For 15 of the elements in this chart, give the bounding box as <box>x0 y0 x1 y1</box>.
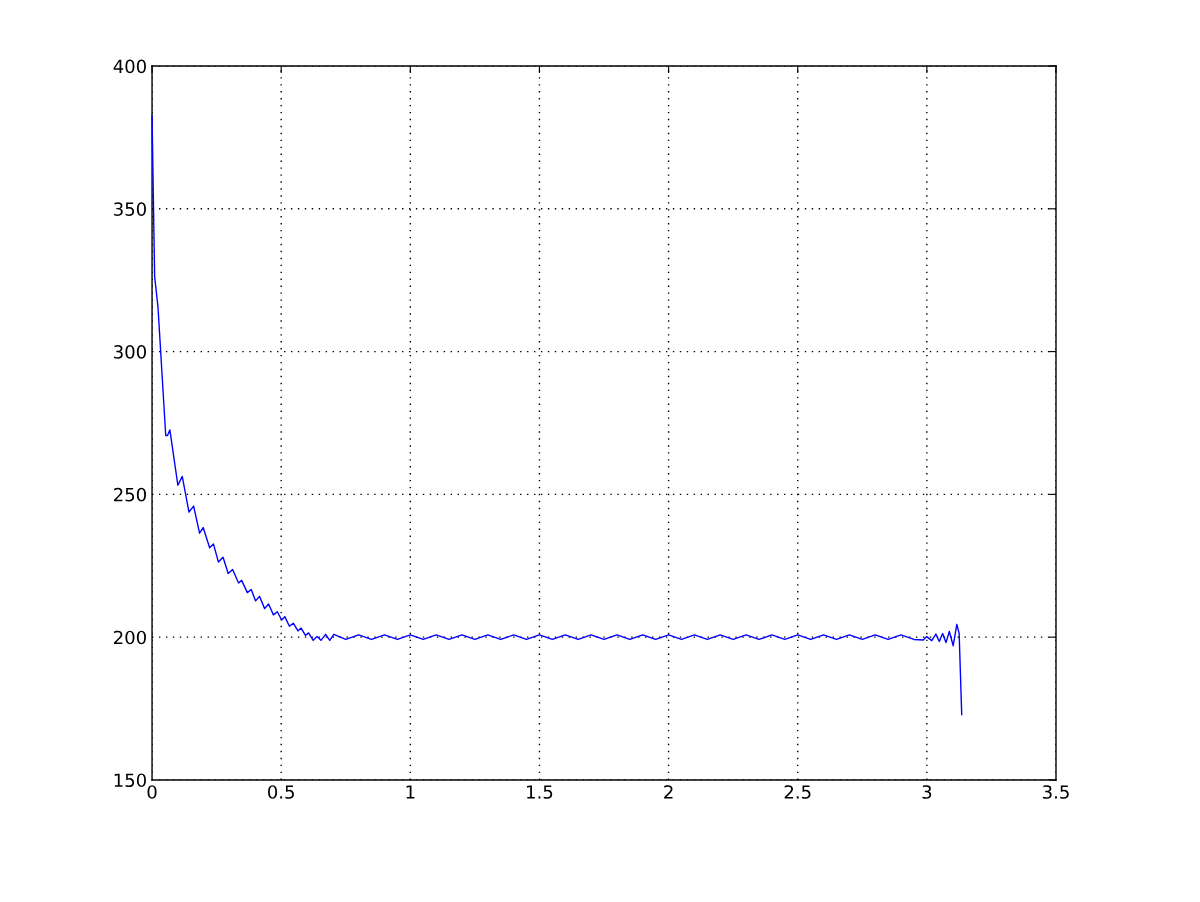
x-tick-label: 2.5 <box>784 785 811 799</box>
y-tick-label: 200 <box>114 630 146 645</box>
x-tick-label: 1.5 <box>527 785 553 799</box>
y-tick-label: 400 <box>113 59 146 74</box>
x-tick-label: 1 <box>406 785 415 799</box>
y-tick-label: 250 <box>114 487 146 502</box>
x-tick-label: 0 <box>147 785 157 799</box>
line-series <box>151 115 963 716</box>
y-tick-label: 150 <box>114 773 146 788</box>
x-tick-label: 3.5 <box>1043 785 1069 799</box>
x-tick-label: 3 <box>922 785 932 799</box>
y-tick-label: 300 <box>114 345 146 359</box>
x-tick-label: 2 <box>664 785 673 799</box>
y-tick-label: 350 <box>114 202 146 216</box>
x-tick-label: 0.5 <box>268 785 294 799</box>
